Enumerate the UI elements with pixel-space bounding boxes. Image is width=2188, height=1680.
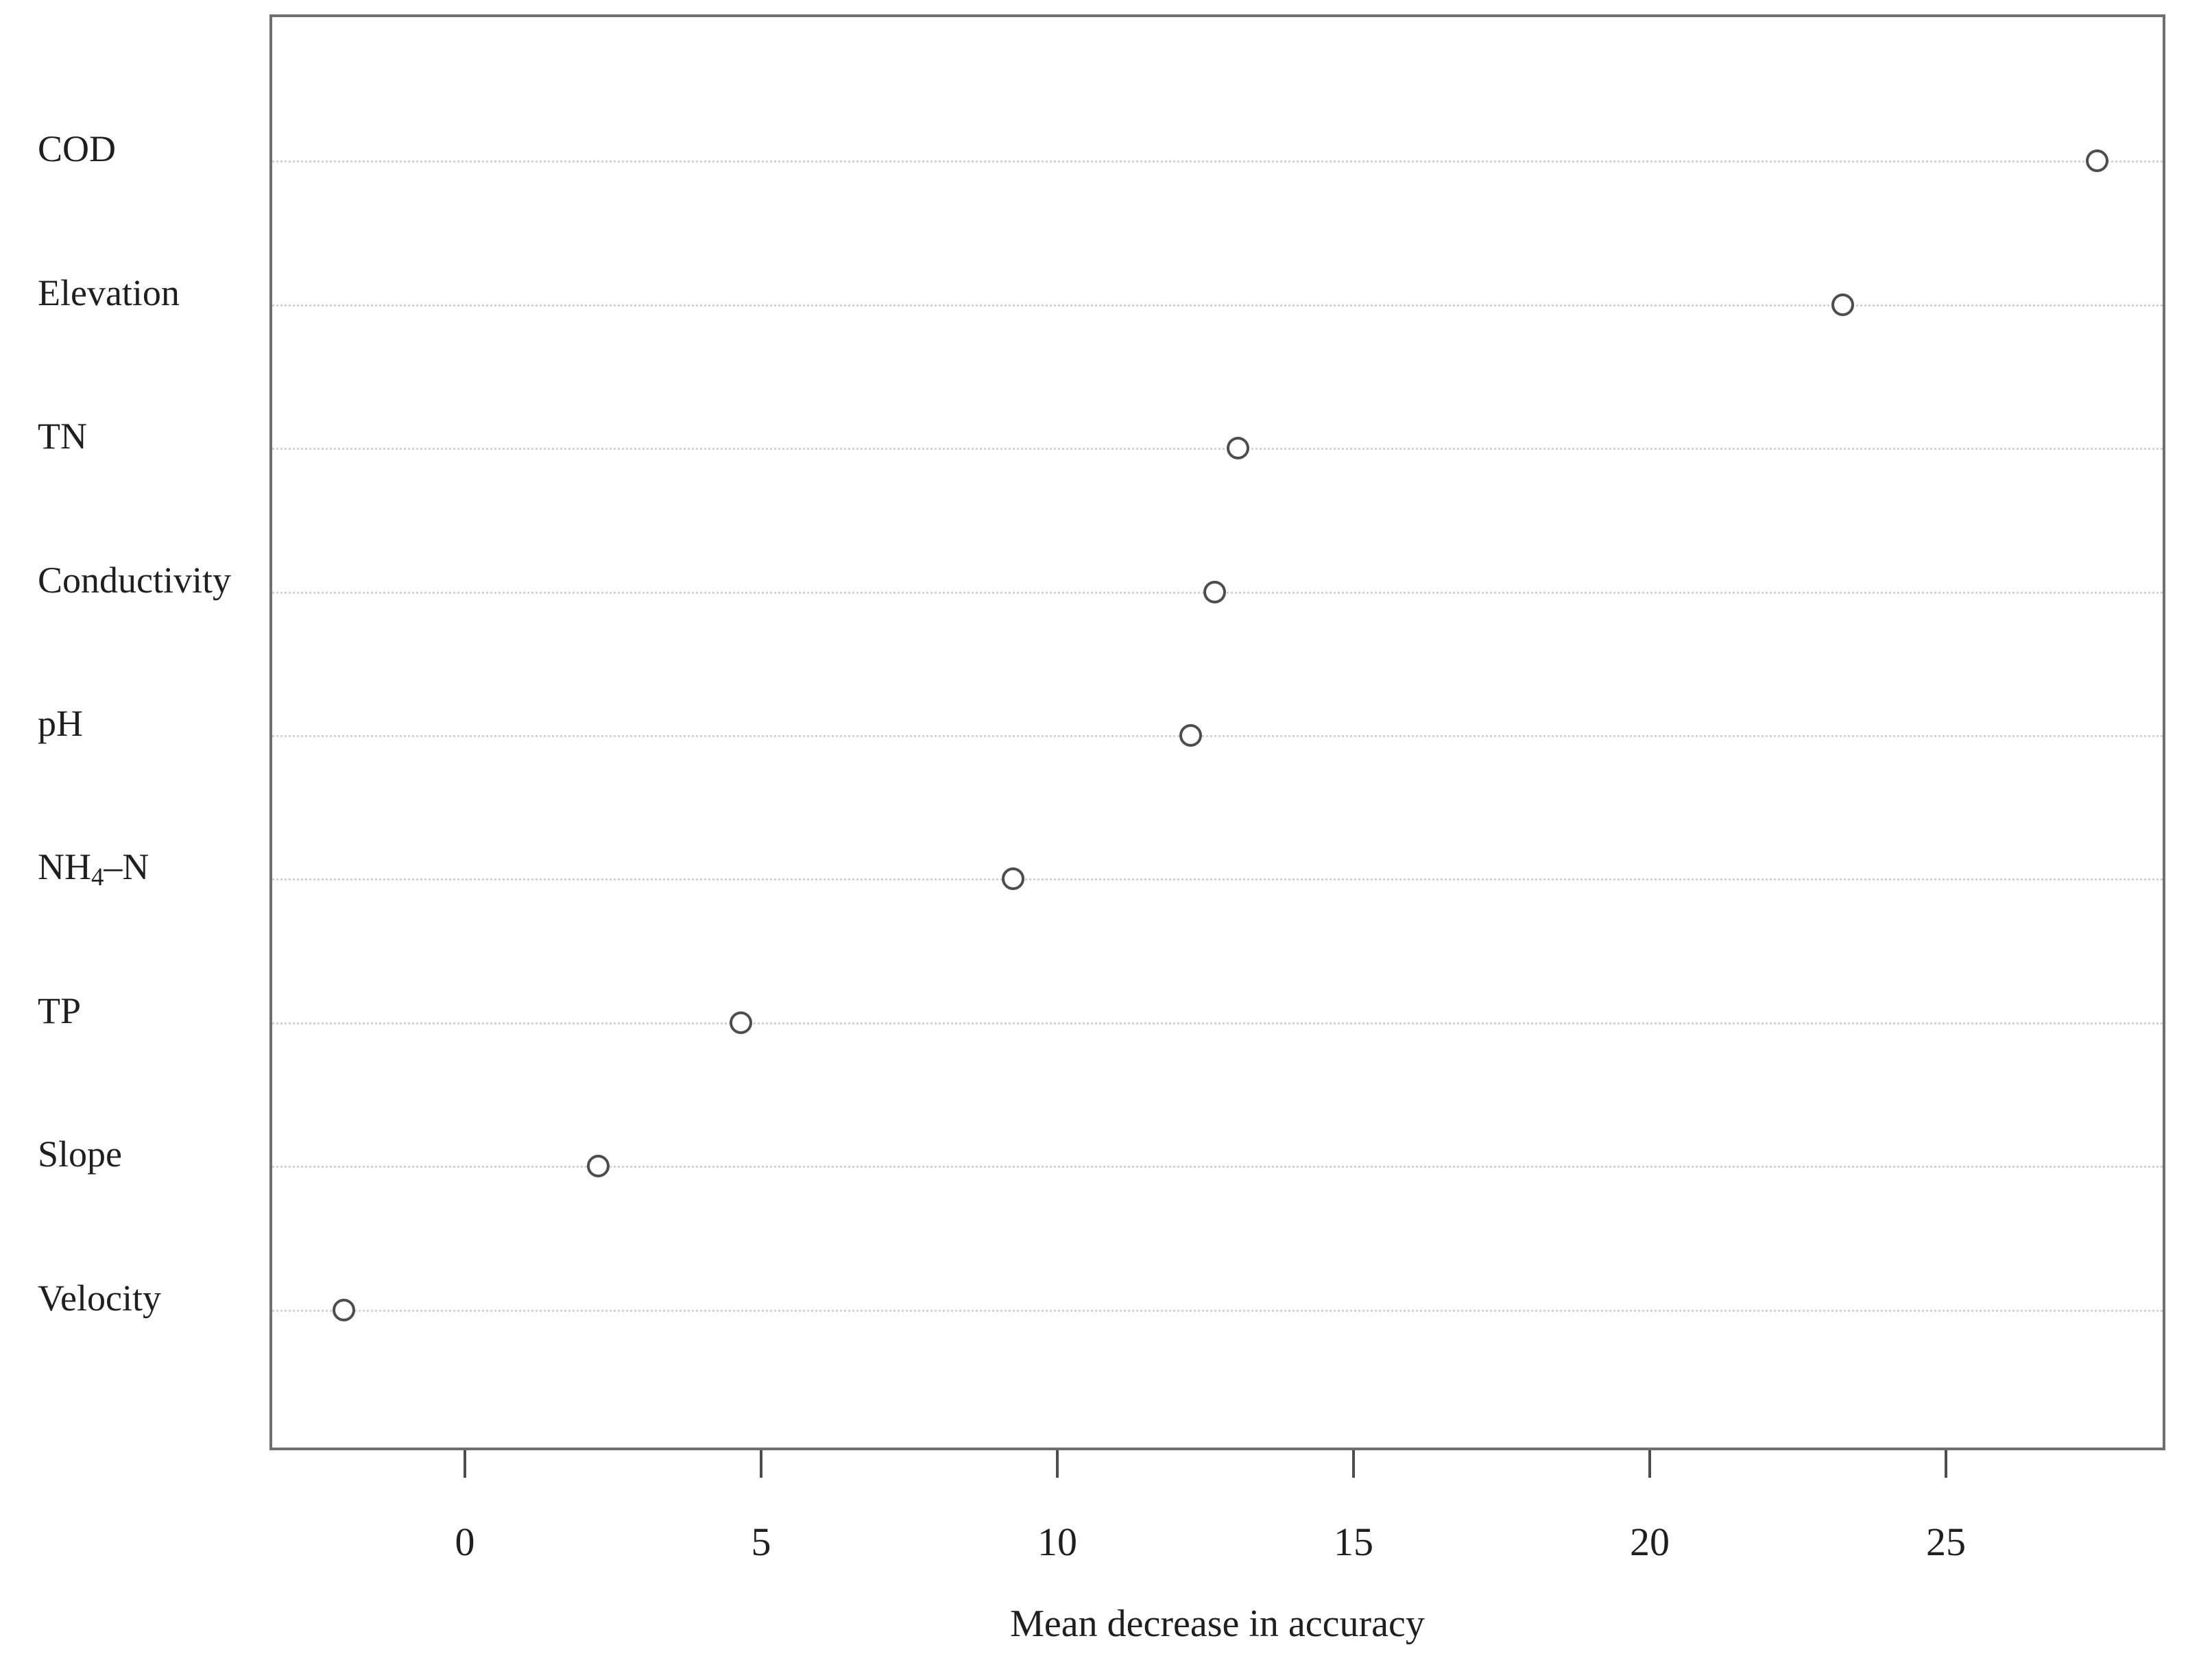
data-point-conductivity [1203,581,1226,603]
data-point-tp [730,1011,752,1034]
gridline-slope [272,1166,2163,1168]
data-point-cod [2086,149,2108,172]
gridline-cod [272,160,2163,163]
x-tick-mark-20 [1648,1450,1651,1478]
x-tick-mark-10 [1056,1450,1059,1478]
x-tick-mark-15 [1352,1450,1355,1478]
plot-area [269,14,2165,1450]
y-label-slope: Slope [38,1133,123,1175]
gridline-ph [272,735,2163,737]
y-label-elevation: Elevation [38,272,180,313]
y-label-ph: pH [38,703,83,744]
data-point-slope [587,1155,610,1177]
y-label-nh-n: NH4–N [38,846,149,891]
gridline-nh-n [272,878,2163,880]
x-tick-mark-25 [1945,1450,1947,1478]
y-label-conductivity: Conductivity [38,560,231,601]
x-tick-label-5: 5 [751,1520,771,1564]
data-point-elevation [1831,293,1854,316]
data-point-nh-n [1002,867,1024,890]
data-point-tn [1227,437,1249,459]
y-label-tp: TP [38,990,82,1031]
gridline-tn [272,448,2163,450]
gridline-velocity [272,1310,2163,1312]
data-point-velocity [333,1299,355,1321]
data-point-ph [1179,724,1202,747]
x-tick-label-10: 10 [1037,1520,1077,1564]
gridline-tp [272,1022,2163,1024]
y-label-tn: TN [38,416,87,457]
y-label-cod: COD [38,128,117,169]
x-tick-label-25: 25 [1926,1520,1966,1564]
x-tick-mark-0 [464,1450,466,1478]
x-tick-label-20: 20 [1630,1520,1670,1564]
gridline-elevation [272,304,2163,307]
x-axis-title: Mean decrease in accuracy [1010,1603,1425,1645]
x-tick-mark-5 [760,1450,762,1478]
x-tick-label-0: 0 [455,1520,475,1564]
y-label-velocity: Velocity [38,1277,161,1319]
x-tick-label-15: 15 [1334,1520,1373,1564]
